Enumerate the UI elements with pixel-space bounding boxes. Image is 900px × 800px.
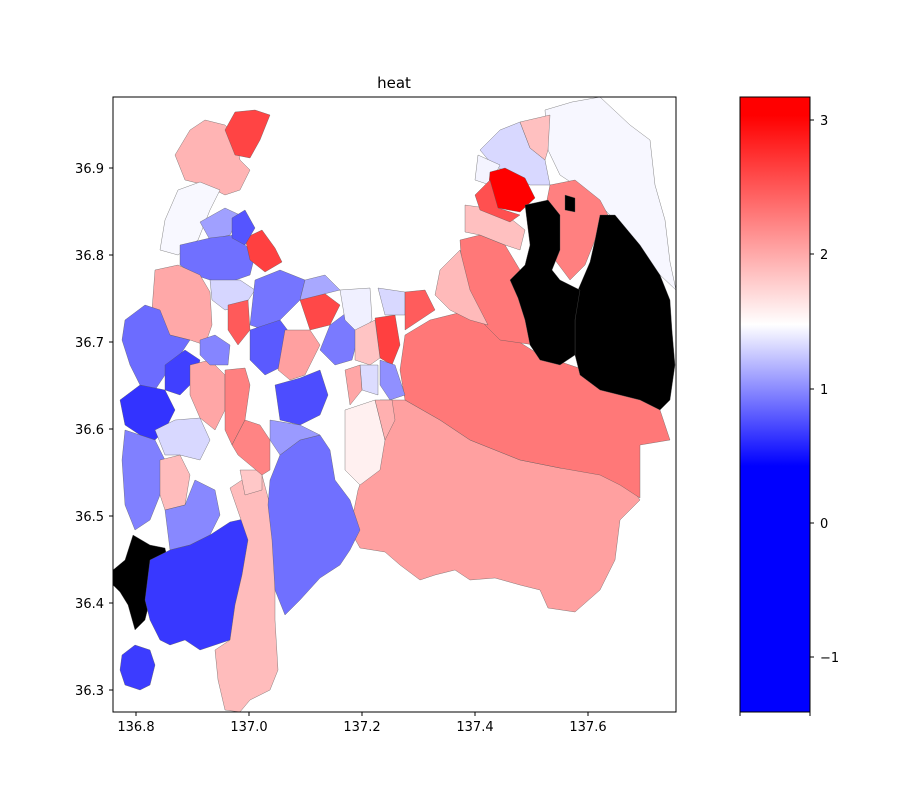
region-nodata-mid [509,199,581,366]
y-tick-label: 36.5 [75,510,104,525]
y-tick-label: 36.9 [75,162,104,177]
x-tick-label: 137.0 [230,720,267,735]
y-tick-label: 36.7 [75,336,104,351]
region-west-lav [154,417,211,461]
y-tick-label: 36.3 [75,684,104,699]
y-tick-label: 36.8 [75,249,104,264]
region-center-light-blue [299,274,341,301]
x-tick-label: 137.2 [343,720,380,735]
region-ne-pink-top [519,114,551,161]
region-lavender-c4 [359,364,379,396]
region-pink-c4 [344,364,363,406]
region-sw-blue [119,644,156,691]
plot-frame [112,96,677,713]
region-south-blue-small [269,419,321,456]
region-coast-red [244,229,283,273]
colorbar-tick-label: 3 [820,114,828,129]
x-tick-label: 136.8 [117,720,154,735]
region-lavender-c2 [377,287,406,316]
region-pink-c5 [374,399,396,441]
region-west-pink2 [159,454,191,511]
region-center-pink [277,329,321,381]
x-tick-label: 137.6 [569,720,606,735]
colorbar-gradient [739,96,811,713]
region-blue-center [249,269,306,331]
colorbar-tick-label: −1 [820,651,839,666]
colorbar-tick-label: 0 [820,517,828,532]
region-red-c2 [404,289,436,331]
chart-title: heat [377,74,411,92]
colorbar-tick-label: 1 [820,383,828,398]
colorbar: 3 2 1 0 −1 [739,96,839,716]
region-west-mid-blue [121,429,166,531]
region-red-center [227,299,251,346]
x-tick-label: 137.4 [456,720,493,735]
region-nodata-small [564,194,576,213]
colorbar-tick-label: 2 [820,248,828,263]
y-tick-label: 36.4 [75,597,104,612]
region-pink-c3 [354,319,381,366]
map-regions [113,97,676,712]
region-north-red [224,109,271,159]
region-blue-c3 [379,359,406,401]
y-axis: 36.9 36.8 36.7 36.6 36.5 36.4 36.3 [75,162,113,699]
y-tick-label: 36.6 [75,423,104,438]
region-coast-blue [231,209,256,246]
region-south-red [231,419,271,476]
region-west-blue3 [199,334,231,366]
region-ne-red-side [474,179,521,223]
region-blue-mid2 [274,369,329,426]
region-south-pink2 [239,469,263,496]
region-south-blue [267,434,361,616]
region-northeast-light [434,249,489,326]
x-axis: 136.8 137.0 137.2 137.4 137.6 [117,712,607,735]
